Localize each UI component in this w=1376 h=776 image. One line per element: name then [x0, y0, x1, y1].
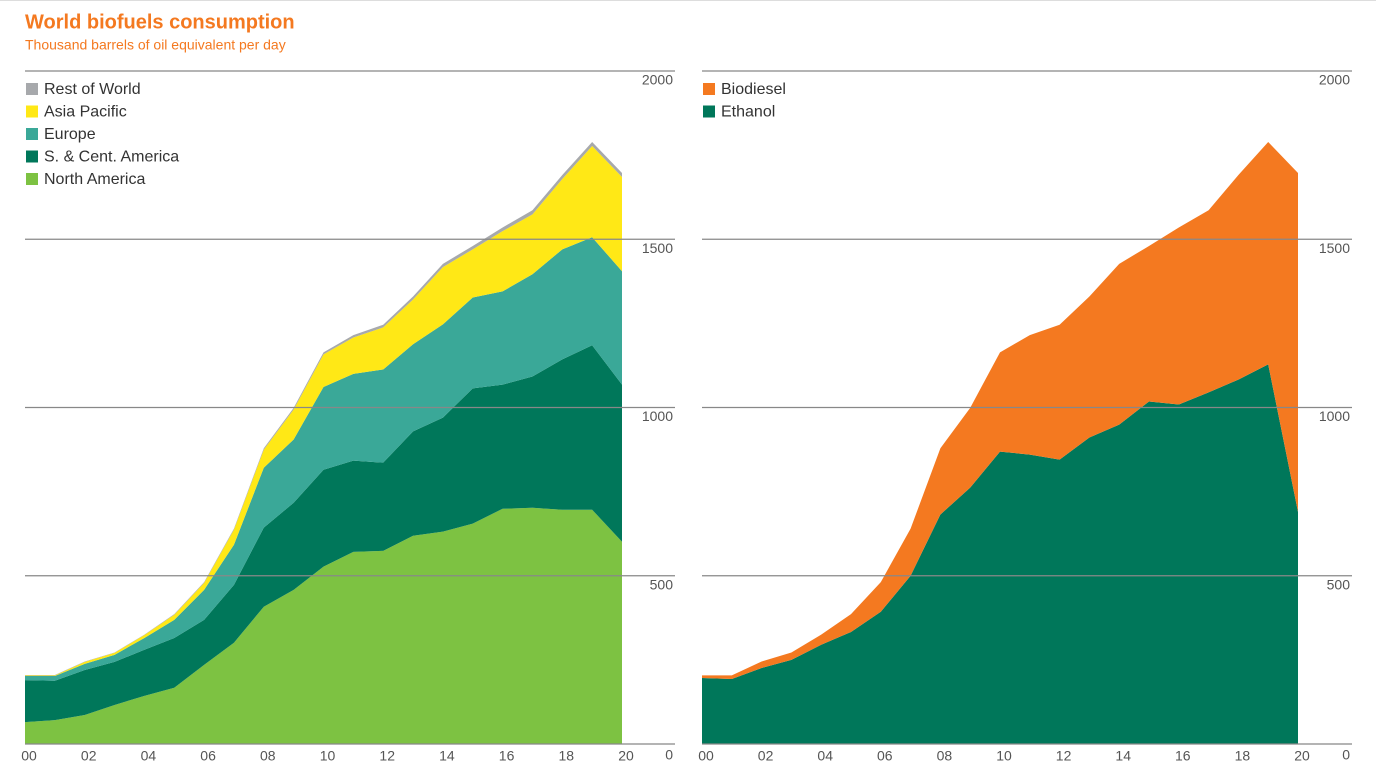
- legend-label: North America: [44, 171, 145, 188]
- area: [25, 507, 622, 744]
- x-tick-label: 14: [439, 748, 455, 764]
- x-tick-label: 00: [698, 748, 714, 764]
- y-tick-label: 1000: [642, 408, 673, 424]
- y-tick-label: 0: [1342, 747, 1350, 763]
- y-tick-label: 2000: [642, 72, 673, 88]
- area: [25, 237, 622, 681]
- y-tick-label: 0: [665, 747, 673, 763]
- legend-label: Asia Pacific: [44, 104, 127, 121]
- x-tick-label: 10: [320, 748, 336, 764]
- legend-label: Rest of World: [44, 81, 141, 98]
- x-tick-label: 06: [877, 748, 893, 764]
- legend-swatch: [26, 150, 38, 163]
- chart-title: World biofuels consumption: [25, 11, 295, 33]
- x-tick-label: 18: [1235, 748, 1251, 764]
- x-tick-label: 08: [260, 748, 276, 764]
- x-tick-label: 18: [559, 748, 575, 764]
- area: [702, 364, 1298, 744]
- area: [25, 146, 622, 677]
- x-tick-label: 04: [817, 748, 833, 764]
- x-tick-label: 12: [379, 748, 395, 764]
- legend-swatch: [26, 83, 38, 95]
- x-tick-label: 14: [1115, 748, 1131, 764]
- legend-swatch: [26, 128, 38, 140]
- x-tick-label: 02: [81, 748, 97, 764]
- chart-subtitle: Thousand barrels of oil equivalent per d…: [25, 37, 286, 53]
- legend-swatch: [26, 173, 38, 185]
- y-tick-label: 2000: [1319, 72, 1350, 88]
- y-tick-label: 500: [1327, 576, 1351, 592]
- x-tick-label: 20: [618, 748, 634, 764]
- area: [702, 142, 1298, 680]
- area: [25, 345, 622, 723]
- x-tick-label: 04: [141, 748, 157, 764]
- y-tick-label: 1000: [1319, 408, 1350, 424]
- y-tick-label: 1500: [642, 240, 673, 256]
- y-tick-label: 500: [650, 576, 674, 592]
- legend-swatch: [703, 83, 715, 95]
- x-tick-label: 16: [1175, 748, 1191, 764]
- legend-label: Europe: [44, 126, 96, 143]
- legend-swatch: [26, 105, 38, 118]
- x-tick-label: 16: [499, 748, 515, 764]
- legend-swatch: [703, 105, 715, 118]
- y-tick-label: 1500: [1319, 240, 1350, 256]
- x-tick-label: 20: [1294, 748, 1310, 764]
- x-tick-label: 02: [758, 748, 774, 764]
- legend-label: S. & Cent. America: [44, 149, 179, 166]
- x-tick-label: 10: [996, 748, 1012, 764]
- legend-label: Biodiesel: [721, 81, 786, 98]
- x-tick-label: 00: [21, 748, 37, 764]
- x-tick-label: 06: [200, 748, 216, 764]
- x-tick-label: 08: [937, 748, 953, 764]
- x-tick-label: 12: [1056, 748, 1072, 764]
- legend-label: Ethanol: [721, 104, 775, 121]
